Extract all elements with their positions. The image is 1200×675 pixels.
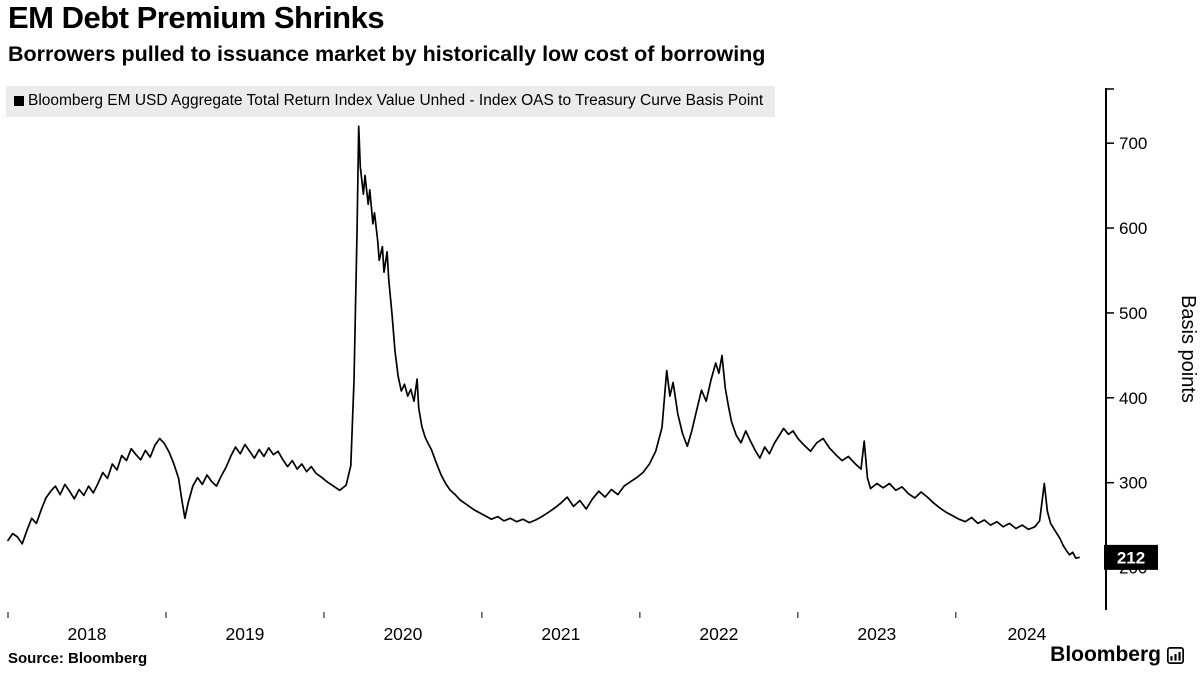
y-tick-label: 300 — [1119, 474, 1147, 493]
y-axis-title: Basis points — [1177, 295, 1199, 403]
y-tick-label: 600 — [1119, 219, 1147, 238]
x-tick-label: 2018 — [68, 624, 107, 644]
source-note: Source: Bloomberg — [8, 650, 148, 667]
y-tick-label: 400 — [1119, 389, 1147, 408]
x-tick-label: 2024 — [1007, 624, 1046, 644]
series-marker-icon — [14, 96, 24, 106]
x-tick-label: 2020 — [383, 624, 422, 644]
page-subtitle: Borrowers pulled to issuance market by h… — [8, 42, 766, 66]
bloomberg-logo-text: Bloomberg — [1050, 643, 1161, 666]
last-value-label: 212 — [1117, 548, 1145, 567]
page-title: EM Debt Premium Shrinks — [8, 0, 385, 35]
series-line — [7, 125, 1080, 560]
x-tick-label: 2022 — [699, 624, 738, 644]
legend-label: Bloomberg EM USD Aggregate Total Return … — [28, 92, 764, 109]
chart-legend: Bloomberg EM USD Aggregate Total Return … — [6, 86, 776, 117]
line-chart: 200300400500600700Basis points2018201920… — [7, 88, 1199, 644]
last-value-badge — [1104, 544, 1158, 570]
x-tick-label: 2019 — [225, 624, 264, 644]
x-tick-label: 2021 — [541, 624, 580, 644]
bloomberg-logo: Bloomberg — [1050, 643, 1184, 667]
x-tick-label: 2023 — [857, 624, 896, 644]
y-tick-label: 500 — [1119, 304, 1147, 323]
bloomberg-terminal-icon — [1167, 646, 1184, 664]
y-tick-label: 700 — [1119, 134, 1147, 153]
